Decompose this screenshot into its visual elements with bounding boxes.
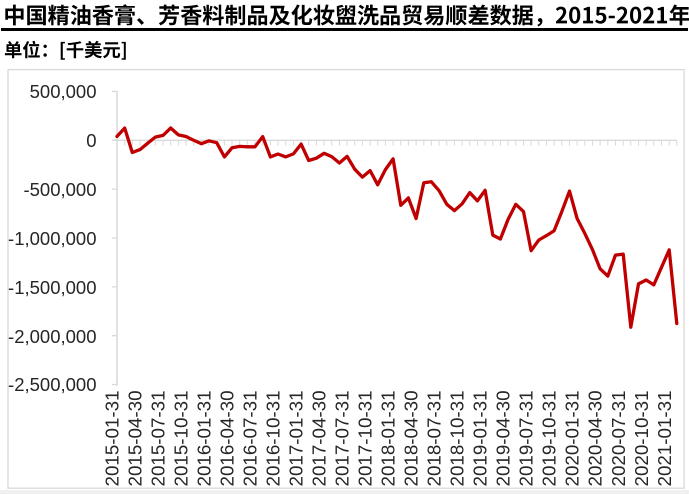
svg-text:2016-01-31: 2016-01-31 [194,390,215,486]
svg-text:2016-10-31: 2016-10-31 [263,390,284,486]
svg-text:2021-01-31: 2021-01-31 [654,390,675,486]
svg-text:2019-10-31: 2019-10-31 [539,390,560,486]
svg-text:2016-04-30: 2016-04-30 [217,390,238,486]
svg-text:2015-04-30: 2015-04-30 [125,390,146,486]
svg-text:2015-01-31: 2015-01-31 [102,390,123,486]
svg-text:2020-01-31: 2020-01-31 [562,390,583,486]
svg-text:2016-07-31: 2016-07-31 [240,390,261,486]
svg-text:2019-01-31: 2019-01-31 [470,390,491,486]
svg-text:2017-07-31: 2017-07-31 [332,390,353,486]
svg-text:2019-07-31: 2019-07-31 [516,390,537,486]
svg-text:2020-04-30: 2020-04-30 [585,390,606,486]
svg-text:2019-04-30: 2019-04-30 [493,390,514,486]
svg-text:2020-07-31: 2020-07-31 [608,390,629,486]
svg-text:2017-10-31: 2017-10-31 [355,390,376,486]
svg-text:2015-10-31: 2015-10-31 [171,390,192,486]
svg-text:2020-10-31: 2020-10-31 [631,390,652,486]
svg-text:2015-07-31: 2015-07-31 [148,390,169,486]
svg-text:2018-07-31: 2018-07-31 [424,390,445,486]
svg-text:2018-10-31: 2018-10-31 [447,390,468,486]
svg-text:2018-04-30: 2018-04-30 [401,390,422,486]
svg-text:2017-01-31: 2017-01-31 [286,390,307,486]
svg-text:2017-04-30: 2017-04-30 [309,390,330,486]
svg-text:2018-01-31: 2018-01-31 [378,390,399,486]
